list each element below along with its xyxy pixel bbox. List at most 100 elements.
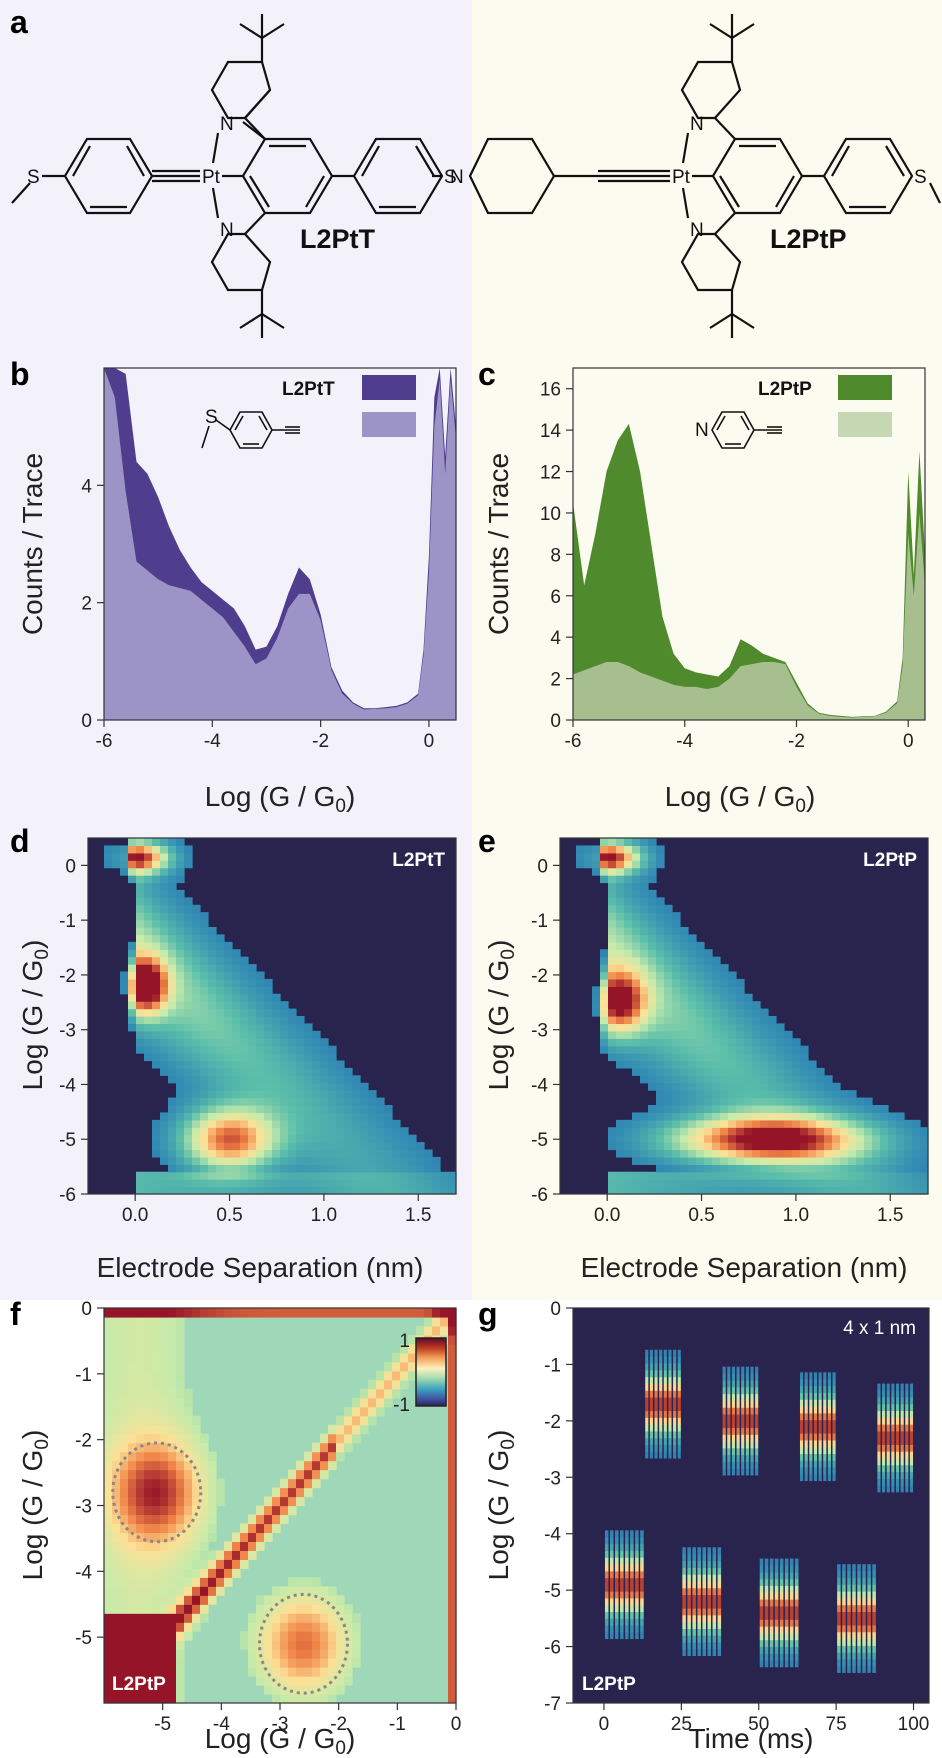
heatmap-cell: [152, 1523, 161, 1534]
heatmap-cell: [264, 1023, 273, 1032]
heatmap-cell: [736, 993, 745, 1002]
heatmap-cell: [216, 934, 225, 943]
heatmap-cell: [192, 1523, 201, 1534]
heatmap-cell: [712, 1067, 721, 1076]
heatmap-cell: [128, 1008, 137, 1017]
heatmap-cell: [752, 1090, 761, 1099]
heatmap-cell: [624, 1179, 633, 1188]
heatmap-cell: [192, 1179, 201, 1188]
trace-cell: [736, 1434, 740, 1442]
heatmap-cell: [768, 1142, 777, 1151]
trace-cell: [779, 1626, 784, 1634]
heatmap-cell: [272, 1038, 281, 1047]
heatmap-cell: [872, 1179, 881, 1188]
heatmap-cell: [704, 1001, 713, 1010]
heatmap-cell: [312, 1105, 321, 1114]
trace-cell: [909, 1383, 914, 1391]
heatmap-cell: [304, 1105, 313, 1114]
trace-cell: [759, 1578, 764, 1587]
heatmap-cell: [168, 1658, 177, 1668]
heatmap-cell: [712, 1186, 721, 1195]
trace-cell: [625, 1570, 629, 1579]
trace-cell: [832, 1372, 836, 1380]
heatmap-cell: [120, 1308, 129, 1318]
trace-cell: [909, 1437, 914, 1445]
heatmap-cell: [136, 1397, 145, 1408]
heatmap-cell: [256, 1156, 265, 1165]
heatmap-cell: [184, 1397, 193, 1408]
heatmap-cell: [840, 1090, 849, 1099]
heatmap-cell: [184, 1424, 193, 1435]
trace-cell: [677, 1349, 681, 1357]
heatmap-cell: [112, 1308, 121, 1318]
heatmap-cell: [152, 1676, 161, 1686]
heatmap-cell: [184, 1060, 193, 1069]
heatmap-cell: [816, 1082, 825, 1091]
heatmap-cell: [744, 1105, 753, 1114]
heatmap-cell: [144, 1016, 153, 1025]
heatmap-cell: [128, 1442, 137, 1453]
trace-cell: [789, 1605, 794, 1614]
heatmap-cell: [136, 927, 145, 936]
trace-cell: [769, 1646, 774, 1654]
heatmap-cell: [280, 1134, 289, 1143]
heatmap-cell: [784, 1156, 793, 1165]
heatmap-cell: [160, 1134, 169, 1143]
heatmap-cell: [800, 1053, 809, 1062]
trace-cell: [645, 1390, 649, 1398]
trace-cell: [609, 1564, 614, 1572]
heatmap-cell: [776, 1186, 785, 1195]
trace-cell: [645, 1363, 649, 1371]
trace-cell: [727, 1407, 731, 1415]
heatmap-cell: [128, 1325, 137, 1336]
heatmap-cell: [824, 1186, 833, 1195]
trace-cell: [895, 1417, 900, 1425]
chart-g-annotation: 4 x 1 nm: [843, 1318, 916, 1339]
heatmap-cell: [912, 1142, 921, 1151]
heatmap-cell: [752, 1082, 761, 1091]
heatmap-cell: [328, 1640, 337, 1650]
trace-cell: [882, 1437, 886, 1445]
heatmap-cell: [840, 1156, 849, 1165]
heatmap-cell: [336, 1119, 345, 1128]
trace-cell: [687, 1621, 691, 1629]
heatmap-cell: [344, 1127, 353, 1136]
trace-cell: [891, 1471, 895, 1479]
heatmap-cell: [640, 1179, 649, 1188]
heatmap-cell: [160, 1415, 169, 1426]
heatmap-cell: [184, 1559, 193, 1569]
heatmap-cell: [648, 1075, 657, 1084]
heatmap-cell: [784, 1134, 793, 1143]
y-tick-label: -4: [59, 1075, 76, 1096]
trace-cell: [625, 1557, 629, 1565]
trace-cell: [804, 1453, 808, 1461]
heatmap-cell: [600, 964, 609, 973]
trace-cell: [659, 1424, 663, 1432]
trace-cell: [832, 1440, 836, 1448]
heatmap-cell: [160, 1334, 169, 1345]
heatmap-cell: [136, 1016, 145, 1025]
trace-cell: [640, 1625, 644, 1633]
heatmap-cell: [352, 1149, 361, 1158]
heatmap-cell: [416, 1142, 425, 1151]
heatmap-cell: [248, 1134, 257, 1143]
trace-cell: [852, 1638, 856, 1646]
heatmap-cell: [200, 1067, 209, 1076]
heatmap-cell: [184, 964, 193, 973]
heatmap-cell: [240, 971, 249, 980]
heatmap-cell: [760, 1186, 769, 1195]
trace-cell: [789, 1572, 794, 1580]
trace-cell: [804, 1460, 808, 1468]
heatmap-cell: [168, 1112, 177, 1121]
heatmap-cell: [344, 1075, 353, 1084]
x-tick-label: 1.0: [311, 1205, 337, 1226]
heatmap-cell: [216, 964, 225, 973]
heatmap-cell: [168, 1149, 177, 1158]
heatmap-cell: [320, 1658, 329, 1668]
heatmap-cell: [184, 845, 193, 854]
trace-cell: [630, 1537, 634, 1545]
trace-cell: [722, 1427, 726, 1435]
trace-cell: [891, 1383, 895, 1391]
heatmap-cell: [304, 1478, 313, 1489]
heatmap-cell: [608, 1038, 617, 1047]
